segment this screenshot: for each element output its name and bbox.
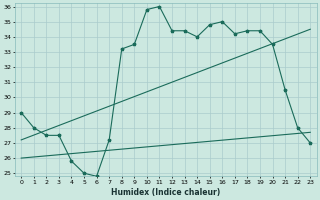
X-axis label: Humidex (Indice chaleur): Humidex (Indice chaleur) <box>111 188 220 197</box>
